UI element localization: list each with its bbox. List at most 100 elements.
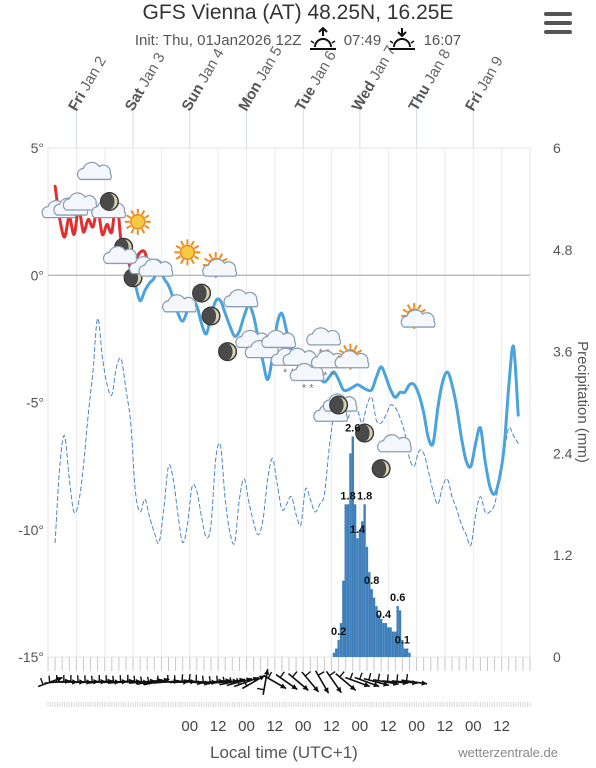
- cloud-icon: [400, 309, 436, 328]
- wind-head: [252, 676, 259, 682]
- precip-bar: [403, 648, 406, 657]
- wind-feather: [377, 673, 381, 681]
- day-label-date: Jan 9: [474, 53, 507, 93]
- precip-bar: [335, 648, 338, 657]
- xtick-label-7: 12: [266, 718, 283, 735]
- wind-feather: [279, 671, 285, 678]
- cloud-shape: [102, 245, 138, 265]
- wind-feather: [358, 672, 363, 680]
- moon-icon: [192, 283, 212, 303]
- moon-icon: [99, 191, 119, 211]
- moon-icon: [371, 459, 391, 479]
- xtick-label-11: 12: [380, 718, 397, 735]
- sun-ray: [175, 244, 181, 250]
- cloud-shape: [202, 258, 238, 277]
- sunrise-time: 07:49: [343, 32, 382, 49]
- cloud-shape: [306, 327, 342, 346]
- precip-bar: [379, 618, 383, 657]
- sun-ray: [140, 210, 146, 216]
- moon-icon: [329, 395, 349, 415]
- wind-feather: [229, 677, 233, 685]
- sun-ray: [144, 214, 150, 219]
- precip-label-0: 0.2: [331, 626, 346, 638]
- precip-bar: [384, 623, 388, 657]
- precip-bar: [351, 436, 354, 657]
- cloud-shape: [334, 350, 370, 369]
- moon-crescent: [211, 307, 220, 324]
- cloud-shape: [76, 161, 112, 181]
- precip-bar: [391, 631, 395, 657]
- sun-ray: [126, 214, 132, 219]
- precip-bar: [332, 652, 336, 657]
- xtick-label-5: 12: [210, 718, 227, 735]
- precip-bar: [408, 652, 411, 657]
- day-label-5: Wed Jan 7: [349, 43, 400, 114]
- wind-feather: [216, 675, 219, 683]
- precip-bar: [356, 538, 359, 657]
- sun-ray: [140, 228, 146, 234]
- cloud-icon: [261, 329, 297, 349]
- precip-bar: [377, 614, 380, 657]
- ytick-right-0: 6: [553, 140, 561, 156]
- wind-feather: [386, 674, 389, 682]
- day-label-date: Jan 4: [195, 46, 228, 86]
- moon-crescent: [227, 343, 236, 360]
- axes: 5° 0° -5° -10° -15° 6 4.8 3.6 2.4 1.2 0 Precipitati…: [18, 140, 591, 735]
- wind-feather: [146, 676, 150, 684]
- sunset-time: 16:07: [423, 32, 462, 49]
- precip-bar: [358, 529, 362, 657]
- wind-head: [336, 686, 342, 693]
- precip-bar: [339, 623, 343, 657]
- wind-feather: [396, 674, 399, 682]
- cloud-icon: [223, 289, 259, 308]
- cloud-icon: [76, 161, 112, 181]
- sun-ray: [417, 304, 422, 310]
- precip-bar: [394, 631, 397, 657]
- wind-barb-icon: [94, 675, 121, 685]
- xtick-label-6: 00: [238, 718, 255, 735]
- wind-barb-icon: [241, 674, 266, 690]
- cloud-icon: [62, 192, 98, 211]
- wind-feather: [48, 675, 51, 683]
- wind-barbs: [37, 669, 428, 695]
- wind-barb-icon: [257, 669, 270, 695]
- day-label-4: Tue Jan 6: [292, 48, 340, 114]
- wind-feather: [140, 676, 143, 684]
- wind-feather: [181, 674, 184, 682]
- precip-bar: [342, 580, 345, 657]
- wind-head: [258, 675, 265, 681]
- hamburger-menu-icon[interactable]: [544, 12, 572, 34]
- wind-feather: [291, 671, 298, 678]
- precip-bar: [349, 453, 352, 657]
- snow-flakes: * *: [323, 370, 335, 382]
- wind-barb-icon: [345, 672, 371, 688]
- wind-head: [323, 687, 329, 694]
- y-axis-right-label: Precipitation (mm): [574, 341, 591, 463]
- sunrise-icon: [309, 27, 336, 50]
- wind-head: [302, 684, 309, 691]
- sun-ray: [130, 228, 135, 234]
- sun-ray: [218, 253, 224, 259]
- credit-text: wetterzentrale.de: [458, 745, 558, 760]
- precip-label-7: 0.6: [390, 592, 405, 604]
- wind-head: [280, 683, 287, 689]
- xtick-label-14: 00: [465, 718, 482, 735]
- wind-feather: [201, 675, 204, 683]
- wind-barb-icon: [275, 671, 298, 691]
- sun-ray: [222, 257, 228, 262]
- cloud-shape: [376, 434, 412, 453]
- sun-ray: [180, 258, 185, 265]
- moon-icon: [218, 342, 238, 362]
- sun-ray: [338, 349, 345, 354]
- ytick-left-1: 0°: [31, 267, 44, 283]
- wind-feather: [222, 676, 226, 684]
- ytick-right-5: 0: [553, 649, 561, 665]
- cloud-shape: [161, 294, 197, 313]
- wind-feather: [349, 672, 354, 680]
- wind-feather: [188, 673, 191, 682]
- precip-label-5: 0.8: [364, 575, 379, 587]
- precip-bar: [398, 610, 402, 657]
- sun-disc: [130, 214, 146, 230]
- day-label-2: Sun Jan 4: [179, 46, 228, 114]
